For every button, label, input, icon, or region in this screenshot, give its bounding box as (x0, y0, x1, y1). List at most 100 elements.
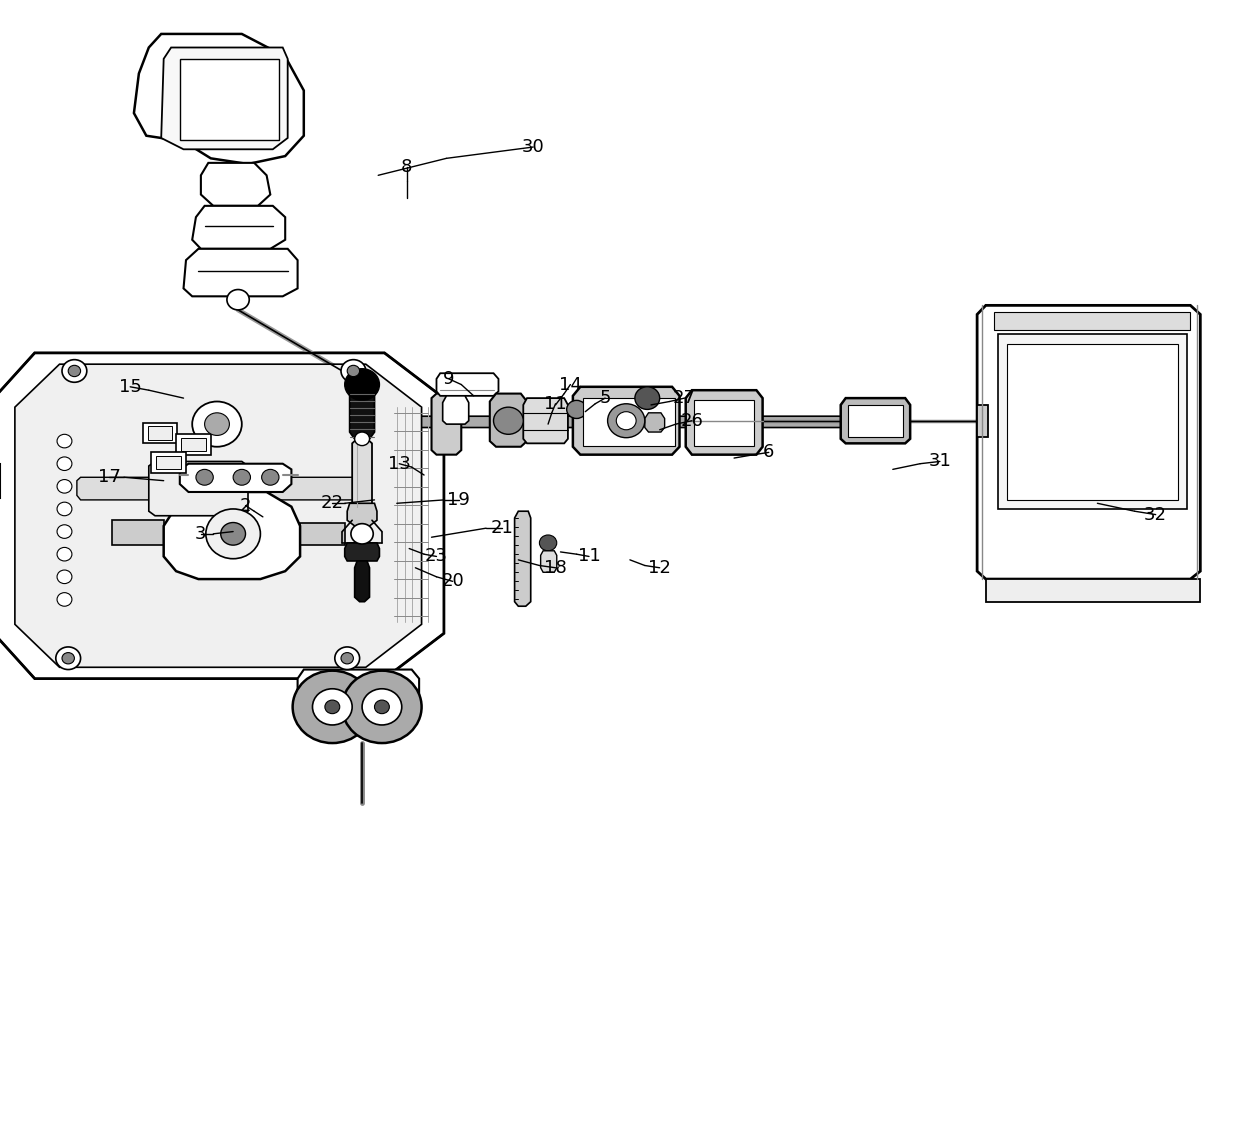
Circle shape (335, 647, 360, 670)
Circle shape (494, 407, 523, 434)
Text: 13: 13 (388, 455, 410, 473)
Circle shape (374, 700, 389, 714)
Polygon shape (0, 353, 444, 679)
Circle shape (262, 469, 279, 485)
Polygon shape (184, 249, 298, 296)
Text: 20: 20 (441, 572, 464, 590)
Text: 11: 11 (544, 395, 567, 413)
Polygon shape (161, 48, 288, 149)
Polygon shape (176, 434, 211, 455)
Text: 19: 19 (448, 491, 470, 509)
Polygon shape (523, 398, 568, 443)
Text: 27: 27 (673, 389, 696, 407)
Circle shape (57, 434, 72, 448)
Bar (994, 312, 1190, 330)
Circle shape (57, 457, 72, 470)
Circle shape (57, 570, 72, 584)
Circle shape (62, 653, 74, 664)
Circle shape (345, 369, 379, 400)
Circle shape (196, 469, 213, 485)
Text: 6: 6 (763, 443, 775, 461)
Circle shape (233, 469, 250, 485)
Circle shape (57, 502, 72, 516)
Polygon shape (143, 423, 177, 443)
Bar (148, 426, 172, 440)
Text: 30: 30 (522, 138, 544, 156)
Circle shape (68, 365, 81, 377)
Circle shape (227, 290, 249, 310)
Polygon shape (977, 405, 988, 437)
Circle shape (635, 387, 660, 409)
Bar (848, 405, 903, 437)
Circle shape (362, 689, 402, 725)
Circle shape (347, 365, 360, 377)
Polygon shape (151, 452, 186, 473)
Polygon shape (686, 390, 763, 455)
Text: 5: 5 (599, 389, 611, 407)
Text: 22: 22 (321, 494, 343, 512)
Polygon shape (391, 416, 893, 428)
Circle shape (616, 412, 636, 430)
Circle shape (539, 535, 557, 551)
Text: 32: 32 (1145, 506, 1167, 524)
Text: 18: 18 (544, 559, 567, 577)
Polygon shape (841, 398, 910, 443)
Bar (181, 438, 206, 451)
Polygon shape (112, 520, 164, 545)
Circle shape (57, 593, 72, 606)
Polygon shape (134, 34, 304, 164)
Circle shape (355, 432, 370, 446)
Polygon shape (432, 394, 461, 455)
Polygon shape (436, 373, 498, 396)
Bar (180, 59, 279, 140)
Text: 12: 12 (649, 559, 671, 577)
Circle shape (567, 400, 587, 418)
Polygon shape (77, 477, 370, 500)
Polygon shape (986, 579, 1200, 602)
Polygon shape (345, 543, 379, 561)
Bar (156, 456, 181, 469)
Polygon shape (490, 394, 527, 447)
Circle shape (57, 547, 72, 561)
Circle shape (325, 700, 340, 714)
Text: 2: 2 (239, 497, 252, 515)
Circle shape (56, 647, 81, 670)
Polygon shape (15, 364, 422, 667)
Circle shape (57, 525, 72, 538)
Polygon shape (573, 387, 680, 455)
Text: 21: 21 (491, 519, 513, 537)
Circle shape (62, 360, 87, 382)
Text: 8: 8 (401, 158, 413, 176)
Circle shape (341, 653, 353, 664)
Polygon shape (149, 461, 248, 516)
Polygon shape (541, 551, 557, 572)
Circle shape (312, 689, 352, 725)
Bar (583, 398, 675, 446)
Polygon shape (352, 439, 372, 508)
Circle shape (57, 480, 72, 493)
Bar (694, 400, 754, 446)
Text: 9: 9 (443, 370, 455, 388)
Text: 15: 15 (119, 378, 141, 396)
Text: 14: 14 (559, 375, 582, 394)
Circle shape (341, 360, 366, 382)
Circle shape (608, 404, 645, 438)
Text: 11: 11 (578, 547, 600, 566)
Circle shape (221, 523, 246, 545)
Polygon shape (192, 206, 285, 249)
Polygon shape (515, 511, 531, 606)
Text: 17: 17 (98, 468, 120, 486)
Polygon shape (201, 163, 270, 206)
Bar (1007, 344, 1178, 500)
Circle shape (206, 509, 260, 559)
Text: 3: 3 (195, 525, 207, 543)
Polygon shape (443, 396, 469, 424)
Polygon shape (347, 503, 377, 526)
Circle shape (205, 413, 229, 435)
Polygon shape (350, 387, 374, 439)
Bar (998, 334, 1187, 509)
Polygon shape (645, 413, 665, 432)
Polygon shape (977, 305, 1200, 579)
Text: 23: 23 (425, 547, 448, 566)
Text: 26: 26 (681, 412, 703, 430)
